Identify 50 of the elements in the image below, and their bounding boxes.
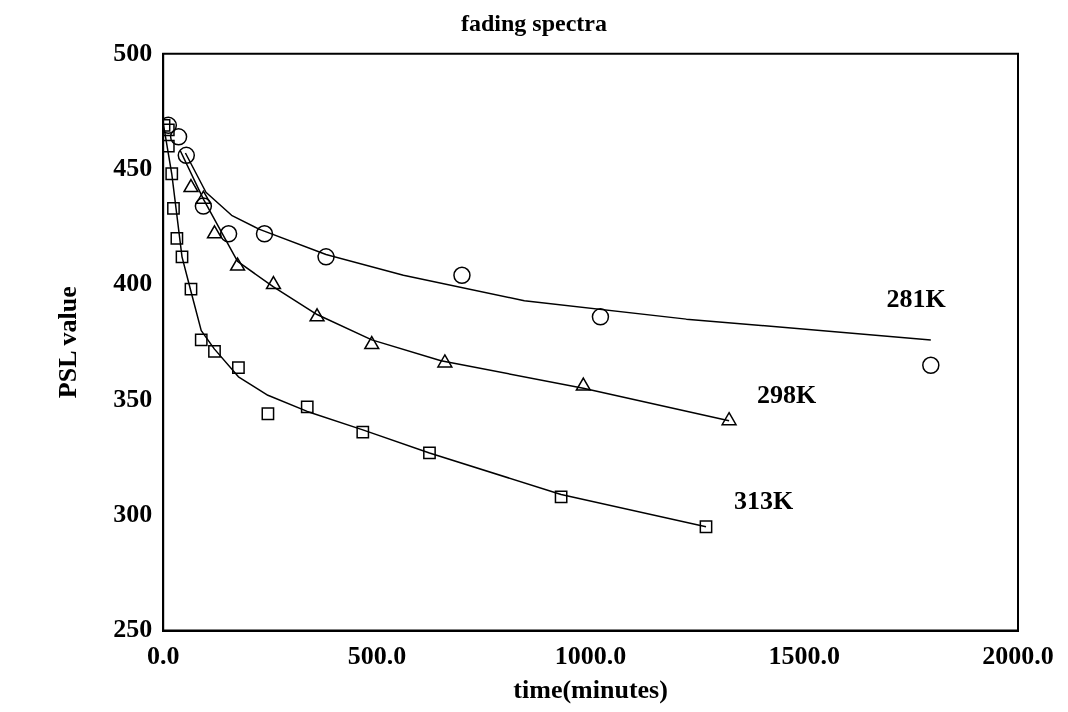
point xyxy=(163,123,175,137)
point xyxy=(206,225,223,239)
point xyxy=(699,520,713,534)
point xyxy=(255,225,274,243)
point xyxy=(163,139,175,153)
series-label: 298K xyxy=(757,380,818,410)
point xyxy=(167,201,180,215)
point xyxy=(208,345,221,358)
x-tick-label: 500.0 xyxy=(347,640,407,670)
y-tick-label: 500 xyxy=(113,37,153,67)
point xyxy=(165,167,179,181)
point xyxy=(356,425,370,439)
series-label: 281K xyxy=(886,283,947,313)
x-tick-label: 1500.0 xyxy=(768,640,841,670)
point xyxy=(300,400,314,414)
y-tick-label: 450 xyxy=(113,152,153,182)
series-label: 313K xyxy=(734,486,794,516)
point xyxy=(219,225,238,243)
point xyxy=(261,407,275,421)
point xyxy=(177,146,196,165)
point xyxy=(554,490,568,504)
point xyxy=(721,411,737,426)
point xyxy=(232,361,245,374)
point xyxy=(194,197,213,215)
point xyxy=(317,248,335,266)
point xyxy=(184,282,198,296)
point xyxy=(575,377,592,391)
y-tick-label: 350 xyxy=(113,383,153,413)
point xyxy=(922,356,940,375)
y-tick-label: 400 xyxy=(113,268,153,298)
chart-title: fading spectra xyxy=(461,9,607,36)
point xyxy=(453,266,471,285)
x-tick-label: 2000.0 xyxy=(982,640,1054,670)
point xyxy=(423,446,436,460)
point xyxy=(175,250,189,264)
point xyxy=(195,190,212,204)
point xyxy=(183,178,199,193)
point xyxy=(169,128,188,146)
point xyxy=(591,308,610,326)
point xyxy=(309,308,325,322)
point xyxy=(229,257,246,271)
point xyxy=(170,231,184,245)
point xyxy=(364,335,380,350)
point xyxy=(194,333,208,347)
y-axis-title: PSL value xyxy=(53,286,83,399)
y-tick-label: 300 xyxy=(113,498,153,528)
x-tick-label: 1000.0 xyxy=(554,640,627,670)
point xyxy=(265,275,282,290)
x-axis-title: time(minutes) xyxy=(513,675,668,705)
point xyxy=(437,354,453,368)
